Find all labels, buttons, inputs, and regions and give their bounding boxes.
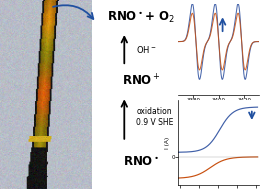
Text: OH$^-$: OH$^-$ bbox=[136, 44, 157, 55]
Text: oxidation
0.9 V SHE: oxidation 0.9 V SHE bbox=[136, 108, 174, 127]
Text: RNO$^\bullet$: RNO$^\bullet$ bbox=[123, 156, 159, 169]
Y-axis label: I (A): I (A) bbox=[165, 137, 170, 149]
Text: RNO$^+$: RNO$^+$ bbox=[122, 74, 161, 89]
Text: RNO$^\bullet$+ O$_2$: RNO$^\bullet$+ O$_2$ bbox=[107, 9, 175, 25]
